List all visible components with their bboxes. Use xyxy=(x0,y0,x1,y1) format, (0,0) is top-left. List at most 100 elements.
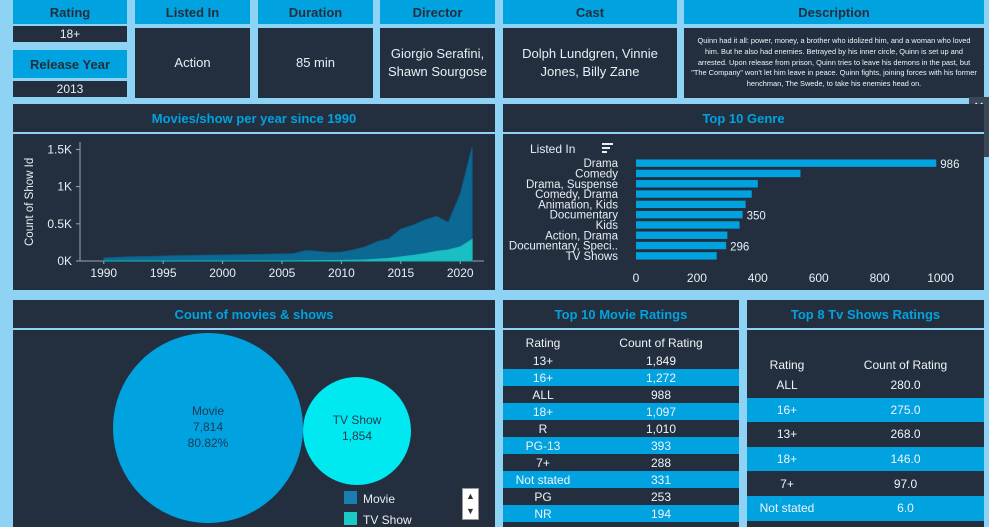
count-cell: 253 xyxy=(650,489,672,504)
rating-header: Rating xyxy=(13,0,127,24)
genre-bar xyxy=(636,190,752,198)
table-row[interactable]: R 1,010 xyxy=(503,420,739,437)
genre-legend-title: Listed In xyxy=(530,142,575,156)
area-chart-panel: Movies/show per year since 1990 Count of… xyxy=(13,104,495,290)
rating-cell: 18+ xyxy=(776,452,798,467)
movie-bubble xyxy=(113,333,303,523)
table-row[interactable]: 16+ 275.0 xyxy=(747,397,984,423)
x-tick-label: 2015 xyxy=(387,266,414,280)
y-tick-label: 0.5K xyxy=(47,217,72,231)
movie-ratings-panel: Top 10 Movie Ratings Rating Count of Rat… xyxy=(503,300,739,527)
duration-header: Duration xyxy=(258,0,373,24)
genre-bar xyxy=(636,200,746,209)
tv-ratings-table: Rating Count of Rating ALL 280.0 16+ 275.0 1… xyxy=(747,356,984,521)
table-row[interactable]: 18+ 146.0 xyxy=(747,446,984,472)
scroll-down-icon[interactable]: ▼ xyxy=(466,506,475,516)
duration-value: 85 min xyxy=(258,28,373,98)
tvshow-bubble-value: 1,854 xyxy=(342,429,372,443)
count-cell: 393 xyxy=(650,438,672,453)
bubble-chart: Movie 7,814 80.82% TV Show 1,854 Movie T… xyxy=(113,333,412,527)
rating-cell: 7+ xyxy=(536,455,550,470)
genre-label: Documentary, Speci.. xyxy=(509,241,618,253)
table-row[interactable]: 13+ 1,849 xyxy=(503,352,739,369)
genre-label: Comedy xyxy=(575,168,618,180)
tvshow-bubble xyxy=(303,377,411,485)
col-count: Count of Rating xyxy=(619,336,703,350)
genre-label: Documentary xyxy=(550,210,619,222)
genre-label: Drama xyxy=(583,158,618,170)
legend-swatch-tvshow xyxy=(344,512,357,525)
y-tick-label: 1.5K xyxy=(47,142,72,156)
rating-cell: 7+ xyxy=(780,476,794,491)
area-series-0 xyxy=(103,147,473,262)
count-panel-title: Count of movies & shows xyxy=(13,300,495,330)
x-tick-label: 2005 xyxy=(269,266,296,280)
table-row[interactable]: NR 194 xyxy=(503,505,739,522)
area-chart: Count of Show Id 1990 1995 2000 2005 2010 201… xyxy=(24,142,484,280)
table-row[interactable]: PG-13 393 xyxy=(503,437,739,454)
genre-label: Kids xyxy=(596,220,619,232)
rating-cell: NR xyxy=(534,506,552,521)
table-header-row: Rating Count of Rating xyxy=(503,334,739,352)
scroll-up-icon[interactable]: ▲ xyxy=(466,491,475,501)
genre-bar xyxy=(636,180,758,188)
movie-ratings-table: Rating Count of Rating 13+ 1,849 16+ 1,272 A… xyxy=(503,334,739,522)
description-value: Quinn had it all: power, money, a brothe… xyxy=(684,28,984,98)
genre-x-tick: 400 xyxy=(748,271,768,285)
count-cell: 1,849 xyxy=(645,353,677,368)
table-row[interactable]: 16+ 1,272 xyxy=(503,369,739,386)
director-value: Giorgio Serafini, Shawn Sourgose xyxy=(380,28,495,98)
table-row[interactable]: ALL 280.0 xyxy=(747,373,984,398)
count-cell: 146.0 xyxy=(890,452,921,467)
rating-value: 18+ xyxy=(13,26,127,42)
count-cell: 331 xyxy=(650,472,672,487)
genre-chart-panel: Top 10 Genre Listed In Drama 986 Comedy Dra… xyxy=(503,104,984,290)
genre-x-tick: 600 xyxy=(809,271,829,285)
count-panel: Count of movies & shows Movie 7,814 80.8… xyxy=(13,300,495,527)
count-cell: 194 xyxy=(650,506,672,521)
tv-ratings-body: ALL 280.0 16+ 275.0 13+ 268.0 18+ 146.0 7+ 97.0 No… xyxy=(747,373,984,521)
rating-cell: Not stated xyxy=(759,501,815,516)
col-rating: Rating xyxy=(769,357,805,372)
count-cell: 988 xyxy=(650,387,672,402)
table-row[interactable]: PG 253 xyxy=(503,488,739,505)
tv-ratings-panel: Top 8 Tv Shows Ratings Rating Count of R… xyxy=(747,300,984,527)
table-row[interactable]: 18+ 1,097 xyxy=(503,403,739,420)
listed-in-header: Listed In xyxy=(135,0,250,24)
legend-tvshow: TV Show xyxy=(363,513,412,527)
release-year-header: Release Year xyxy=(13,50,127,78)
count-cell: 6.0 xyxy=(897,501,914,516)
table-row[interactable]: 7+ 97.0 xyxy=(747,471,984,496)
count-cell: 1,097 xyxy=(645,404,677,419)
genre-label: TV Shows xyxy=(566,251,619,263)
genre-bar xyxy=(636,231,728,239)
count-cell: 275.0 xyxy=(890,402,921,417)
genre-bar xyxy=(636,210,743,219)
col-rating: Rating xyxy=(525,336,561,350)
table-row[interactable]: Not stated 6.0 xyxy=(747,495,984,521)
tvshow-bubble-label: TV Show xyxy=(333,413,382,427)
genre-label: Comedy, Drama xyxy=(535,189,618,201)
table-row[interactable]: ALL 988 xyxy=(503,386,739,403)
table-header-row: Rating Count of Rating xyxy=(747,356,984,373)
cast-value: Dolph Lundgren, Vinnie Jones, Billy Zane xyxy=(503,28,677,98)
rating-cell: ALL xyxy=(532,387,554,402)
movie-ratings-title: Top 10 Movie Ratings xyxy=(503,300,739,330)
legend-scroll[interactable]: ▲ ▼ xyxy=(462,488,479,520)
cast-header: Cast xyxy=(503,0,677,24)
legend-swatch-movie xyxy=(344,491,357,504)
table-row[interactable]: Not stated 331 xyxy=(503,471,739,488)
x-tick-label: 1990 xyxy=(90,266,117,280)
table-row[interactable]: 7+ 288 xyxy=(503,454,739,471)
genre-x-tick: 0 xyxy=(633,271,640,285)
description-header: Description xyxy=(684,0,984,24)
count-cell: 280.0 xyxy=(890,378,921,393)
genre-bar xyxy=(636,221,740,229)
genre-bar xyxy=(636,159,937,167)
table-row[interactable]: 13+ 268.0 xyxy=(747,422,984,447)
x-tick-label: 1995 xyxy=(150,266,177,280)
movie-bubble-label: Movie xyxy=(192,404,224,418)
rating-cell: 16+ xyxy=(532,370,554,385)
movie-bubble-value: 7,814 xyxy=(193,420,223,434)
filter-icon[interactable] xyxy=(602,143,613,153)
